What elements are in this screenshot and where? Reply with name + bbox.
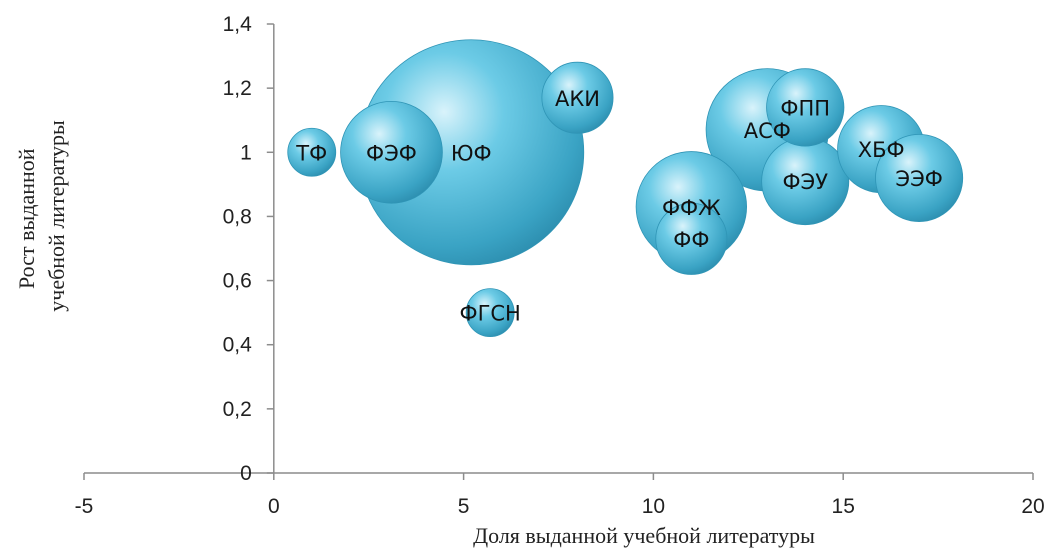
bubble-label: АКИ	[555, 87, 600, 111]
bubble	[541, 61, 614, 134]
y-tick-label: 0,2	[223, 398, 252, 421]
x-tick-label: -5	[75, 495, 94, 518]
x-tick-label: 15	[832, 495, 855, 518]
bubble-label: ТФ	[295, 141, 327, 165]
x-tick-label: 10	[642, 495, 665, 518]
y-tick-label: 0,4	[223, 334, 253, 357]
bubble	[655, 202, 728, 275]
bubble-label: ФФЖ	[662, 196, 721, 220]
bubble-label: ФФ	[673, 228, 709, 252]
bubble	[875, 133, 964, 222]
y-axis-title-line-2: учебной литературы	[44, 120, 69, 312]
bubble-label: ЭЭФ	[895, 167, 942, 191]
bubble-label: ФЭУ	[782, 170, 828, 194]
bubbles-layer	[287, 39, 964, 338]
y-tick-label: 1	[240, 141, 252, 164]
bubble	[766, 68, 845, 147]
bubble	[340, 100, 443, 204]
bubble-label: ХБФ	[858, 138, 905, 162]
bubble	[465, 288, 515, 338]
x-tick-label: 0	[268, 495, 280, 518]
y-tick-label: 1,2	[223, 77, 252, 100]
y-tick-label: 0,8	[223, 205, 252, 228]
bubble	[287, 127, 337, 177]
x-tick-label: 20	[1021, 495, 1044, 518]
axes: -5 0 5 10 15 20 0 0,2 0,4 0,6 0,8 1 1,2 1,4	[75, 13, 1045, 518]
bubble-label: ФПП	[780, 96, 830, 120]
y-tick-label: 0,6	[223, 270, 252, 293]
bubble-label: ФГСН	[460, 302, 521, 326]
x-tick-label: 5	[458, 495, 470, 518]
y-tick-label: 1,4	[223, 13, 253, 36]
bubble-label: ЮФ	[451, 141, 492, 165]
x-axis-title: Доля выданной учебной литературы	[473, 523, 815, 548]
bubble-label: АСФ	[744, 119, 791, 143]
y-axis-title: Рост выданной учебной литературы	[14, 120, 69, 312]
y-axis-title-line-1: Рост выданной	[14, 148, 39, 289]
y-tick-label: 0	[240, 462, 252, 485]
bubble-label: ФЭФ	[366, 141, 417, 165]
